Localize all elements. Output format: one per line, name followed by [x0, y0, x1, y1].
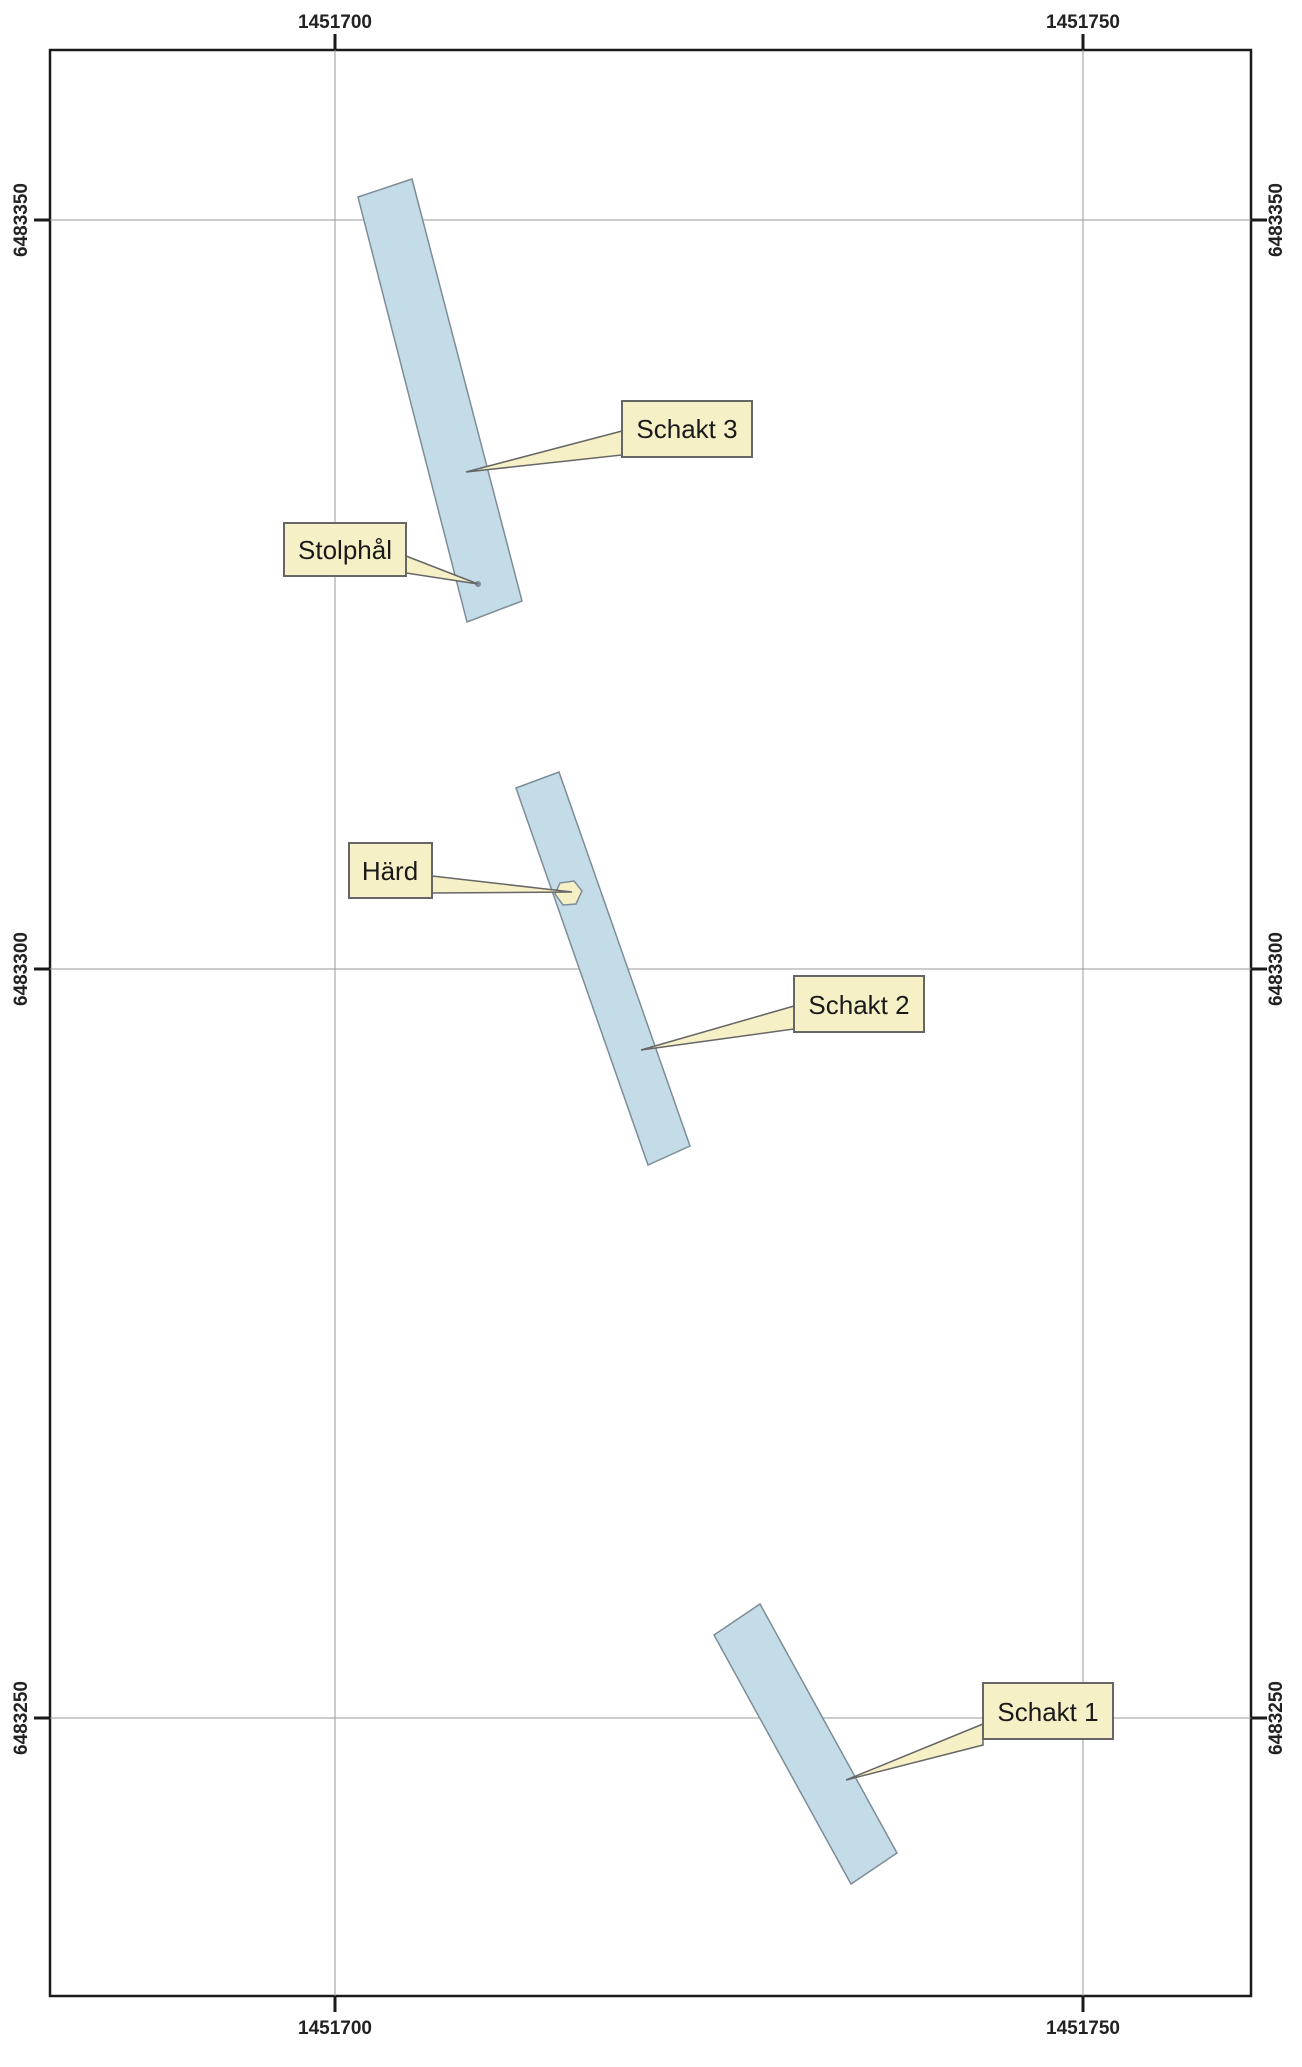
callout-hard[interactable]: Härd: [348, 842, 573, 899]
callout-label-schakt-1: Schakt 1: [997, 1697, 1098, 1727]
tick-label-bottom-x1: 1451700: [298, 2018, 372, 2039]
callout-box: [982, 1682, 1114, 1740]
callout-label-schakt-3: Schakt 3: [636, 414, 737, 444]
callout-label-hard: Härd: [362, 856, 418, 886]
tick-label-right-y1: 6483350: [1266, 183, 1287, 257]
callout-schakt-1[interactable]: Schakt 1: [845, 1682, 1114, 1781]
grid: [50, 50, 1251, 1996]
callout-box: [621, 400, 753, 458]
tick-label-right-y3: 6483250: [1266, 1681, 1287, 1755]
tick-marks: [34, 34, 1267, 2012]
callout-stolphal[interactable]: Stolphål: [283, 522, 479, 585]
trench-schakt-3[interactable]: [357, 178, 523, 624]
callout-schakt-3[interactable]: Schakt 3: [465, 400, 753, 473]
callout-label-stolphal: Stolphål: [298, 535, 392, 565]
callout-label-schakt-2: Schakt 2: [808, 990, 909, 1020]
callout-schakt-2[interactable]: Schakt 2: [640, 975, 925, 1051]
tick-label-bottom-x2: 1451750: [1046, 2018, 1120, 2039]
tick-label-top-x1: 1451700: [298, 12, 372, 33]
callout-box: [348, 842, 433, 899]
callout-box: [793, 975, 925, 1033]
tick-label-left-y2: 6483300: [11, 932, 32, 1006]
tick-label-left-y1: 6483350: [11, 183, 32, 257]
trenches: [357, 178, 898, 1886]
callout-box: [283, 522, 407, 577]
map-frame: [48, 48, 1253, 1998]
trench-schakt-1[interactable]: [713, 1602, 898, 1886]
hearth-feature[interactable]: [554, 880, 583, 906]
tick-label-left-y3: 6483250: [11, 1681, 32, 1755]
tick-label-right-y2: 6483300: [1266, 932, 1287, 1006]
trench-schakt-2[interactable]: [515, 771, 691, 1167]
tick-label-top-x2: 1451750: [1046, 12, 1120, 33]
